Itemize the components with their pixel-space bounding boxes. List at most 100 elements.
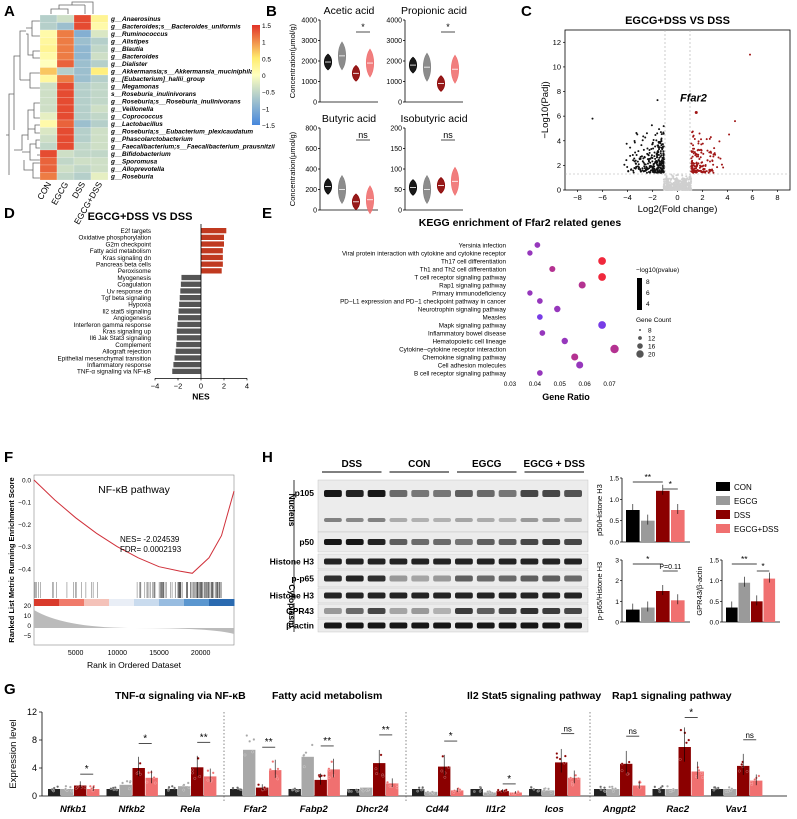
kegg-category-label: Cell adhesion molecules (438, 363, 506, 370)
plot-frame (564, 29, 791, 191)
heatmap-row-label: g__Coprococcus (110, 114, 163, 121)
volcano-point-down (651, 160, 654, 163)
volcano-point-up (700, 170, 703, 173)
volcano-point-up (698, 132, 701, 135)
volcano-title: EGCG+DSS VS DSS (625, 15, 730, 27)
legend-swatch (716, 482, 730, 491)
legend-size-tick: 8 (648, 328, 652, 335)
significance-label: ** (382, 725, 390, 736)
volcano-point-down (659, 155, 662, 158)
blot-band (476, 575, 495, 582)
expression-bar (204, 776, 217, 796)
expression-dot (695, 775, 698, 779)
blot-band (542, 592, 561, 599)
volcano-point-up (695, 153, 698, 156)
x-tick-label: −2 (648, 193, 657, 202)
expression-bar (483, 792, 496, 796)
volcano-point-down (650, 154, 653, 157)
blot-band (455, 575, 473, 582)
expression-dot (361, 789, 365, 793)
heatmap-cell (90, 52, 109, 61)
colorbar-tick: −0.5 (262, 90, 275, 97)
nes-bar (180, 288, 201, 294)
expression-bar (132, 768, 145, 796)
expression-dot (50, 788, 54, 791)
nes-bar (201, 234, 224, 240)
y-tick-label: 4000 (386, 18, 402, 25)
legend-size-tick: 16 (648, 344, 656, 351)
blot-band (455, 490, 473, 497)
expression-dot (366, 788, 370, 791)
heatmap-cell (73, 67, 92, 76)
blot-band (455, 622, 473, 629)
expression-dot (170, 784, 174, 788)
heatmap-cell (56, 82, 75, 91)
volcano-point-up (695, 155, 698, 158)
expression-bar (373, 763, 386, 796)
heatmap-cell (90, 74, 109, 83)
blot-band (324, 575, 342, 582)
expression-dot (138, 762, 142, 765)
legend-label: EGCG+DSS (734, 525, 779, 534)
legend-label: DSS (734, 511, 750, 520)
blot-band (476, 539, 495, 545)
expression-dot (323, 774, 326, 777)
volcano-point-up (693, 167, 696, 170)
rank-colorbar-segment (109, 599, 135, 606)
x-tick-label: 0.04 (529, 381, 542, 388)
expression-dot (193, 777, 197, 780)
column-dendrogram (50, 1, 94, 14)
volcano-point-ns (665, 187, 668, 190)
violin-subplot: Isobutyric acid 0 50 100 150 200 ns (390, 113, 467, 215)
volcano-point-up (692, 144, 695, 147)
blot-band (476, 490, 495, 497)
expression-dot (608, 785, 611, 789)
heatmap-cell (56, 104, 75, 113)
expression-dot (115, 788, 118, 792)
volcano-point-down (655, 162, 658, 165)
volcano-point-down (646, 152, 649, 155)
expression-dot (296, 789, 300, 792)
gene-label: Fabp2 (300, 804, 329, 815)
expression-bar (750, 780, 763, 796)
y-axis-label: Concentration(μmol/g) (288, 131, 297, 206)
volcano-point-up (697, 140, 700, 143)
volcano-point-ns (672, 182, 675, 185)
heatmap-row-label: g__Alistipes (110, 39, 149, 46)
kegg-dot (537, 370, 543, 376)
blot-band (411, 490, 430, 497)
volcano-point-down (625, 142, 628, 145)
legend-label: EGCG (734, 497, 758, 506)
legend-size-title: Gene Count (636, 317, 671, 324)
expression-bar (119, 784, 132, 796)
volcano-point-down (642, 161, 645, 164)
y-tick-label: 10 (24, 613, 32, 620)
volcano-point-down (642, 148, 645, 151)
significance-label: ns (745, 731, 753, 740)
nes-bar (201, 248, 223, 254)
expression-dot (428, 792, 432, 795)
legend-color-bar (637, 278, 642, 310)
volcano-point-down (623, 163, 626, 166)
expression-dot (447, 766, 450, 769)
significance-label: * (85, 764, 89, 775)
volcano-point-down (642, 135, 645, 138)
panel-letter-d: D (4, 205, 15, 222)
blot-band (542, 558, 561, 565)
volcano-point-down (661, 143, 664, 146)
y-tick-label: 4 (557, 136, 561, 145)
y-tick-label: −0.2 (18, 522, 31, 529)
expression-dot (381, 774, 385, 778)
y-tick-label: 0.0 (22, 478, 31, 485)
expression-dot (620, 762, 624, 766)
expression-dot (712, 788, 716, 792)
expression-bar (48, 789, 61, 796)
y-tick-label: 8 (557, 87, 561, 96)
expression-dot (473, 790, 476, 793)
expression-dot (741, 760, 744, 764)
significance-label: * (669, 479, 673, 489)
blot-strip (317, 531, 589, 553)
volcano-point-down (631, 153, 634, 156)
expression-dot (327, 767, 331, 771)
nes-category-label: Inflammatory response (87, 362, 152, 369)
